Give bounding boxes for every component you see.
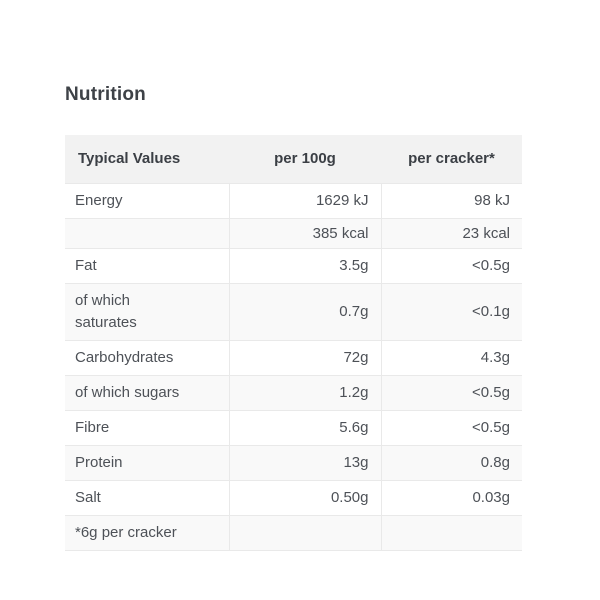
nutrient-label: of which saturates [65,282,229,340]
value-per-100g: 0.7g [228,282,381,340]
nutrient-label: Protein [65,444,229,480]
nutrient-label: Carbohydrates [65,339,229,375]
nutrition-table: Typical Values per 100g per cracker* Ene… [65,135,522,551]
value-per-cracker: 4.3g [380,339,522,375]
table-row-salt: Salt 0.50g 0.03g [65,479,522,515]
table-header-row: Typical Values per 100g per cracker* [65,135,522,183]
value-per-100g: 72g [228,339,381,375]
nutrient-label: Energy [65,182,229,218]
value-per-100g: 13g [228,444,381,480]
value-per-cracker: <0.5g [380,409,522,445]
footnote-label: *6g per cracker [65,514,229,551]
table-row-energy-kj: Energy 1629 kJ 98 kJ [65,182,522,218]
column-header-per-100g: per 100g [229,135,381,183]
column-header-typical-values: Typical Values [65,135,229,183]
value-per-cracker [380,514,522,551]
value-per-100g: 385 kcal [228,217,381,248]
nutrient-label: Fat [65,247,229,283]
value-per-cracker: <0.1g [380,282,522,340]
nutrient-label: Fibre [65,409,229,445]
value-per-cracker: <0.5g [380,374,522,410]
value-per-100g: 5.6g [228,409,381,445]
value-per-cracker: 23 kcal [380,217,522,248]
value-per-100g: 3.5g [228,247,381,283]
value-per-100g: 1629 kJ [228,182,381,218]
table-row-saturates: of which saturates 0.7g <0.1g [65,282,522,340]
table-row-sugars: of which sugars 1.2g <0.5g [65,374,522,410]
nutrition-section: Nutrition Typical Values per 100g per cr… [65,84,522,551]
value-per-100g: 0.50g [228,479,381,515]
value-per-cracker: 0.03g [380,479,522,515]
nutrient-label: of which sugars [65,374,229,410]
table-row-footnote: *6g per cracker [65,514,522,551]
table-row-carbohydrates: Carbohydrates 72g 4.3g [65,339,522,375]
table-row-protein: Protein 13g 0.8g [65,444,522,480]
nutrient-label [65,217,229,248]
table-row-fibre: Fibre 5.6g <0.5g [65,409,522,445]
nutrient-label: Salt [65,479,229,515]
value-per-cracker: 98 kJ [380,182,522,218]
value-per-cracker: 0.8g [380,444,522,480]
value-per-100g [228,514,381,551]
table-row-energy-kcal: 385 kcal 23 kcal [65,217,522,248]
column-header-per-cracker: per cracker* [381,135,522,183]
value-per-100g: 1.2g [228,374,381,410]
section-heading: Nutrition [65,84,146,105]
table-row-fat: Fat 3.5g <0.5g [65,247,522,283]
value-per-cracker: <0.5g [380,247,522,283]
